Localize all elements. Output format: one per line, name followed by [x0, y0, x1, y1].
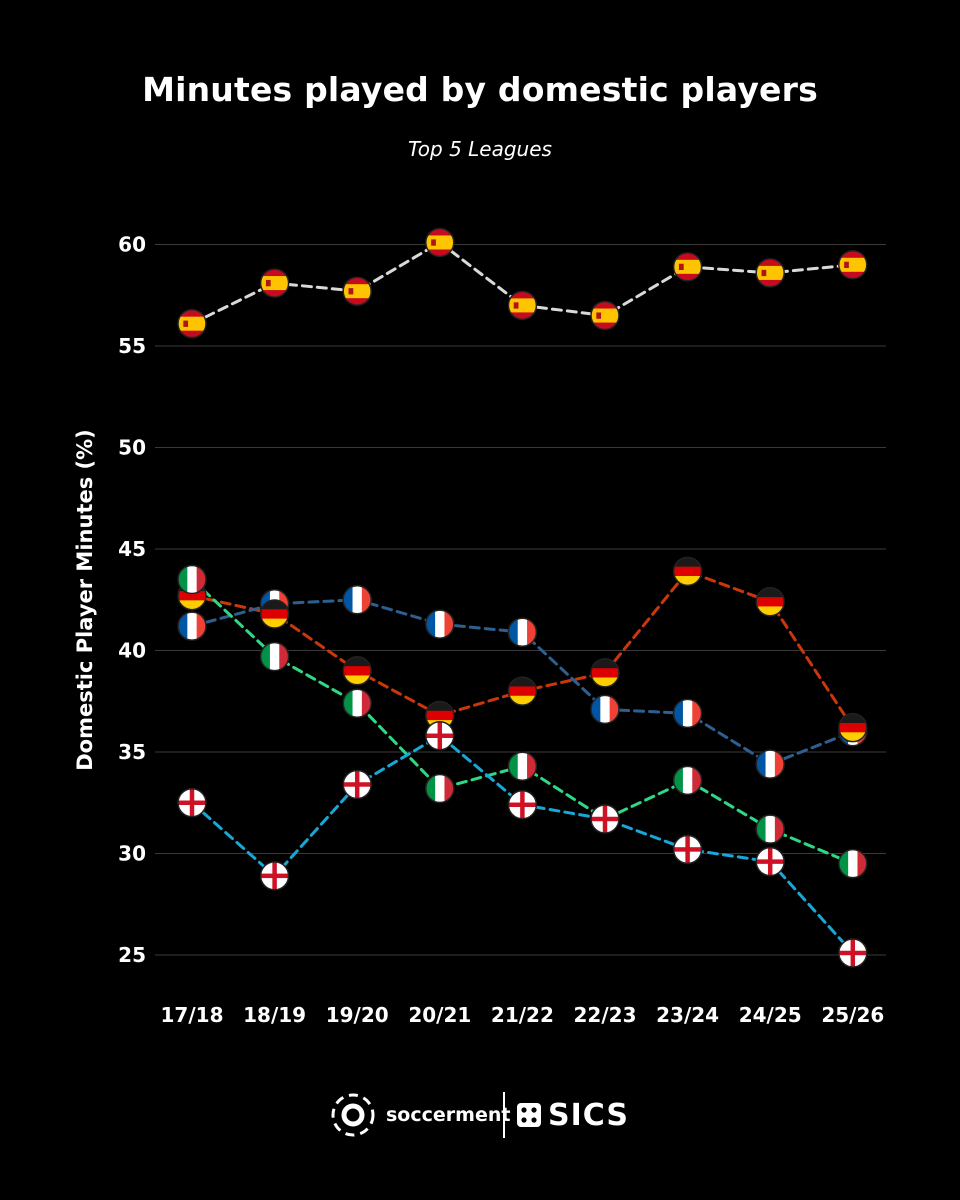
- x-tick-label: 24/25: [739, 1003, 802, 1027]
- italy-flag-icon: [507, 751, 538, 781]
- france-flag-icon: [672, 698, 703, 729]
- france-flag-icon: [755, 749, 785, 779]
- england-flag-icon: [425, 721, 455, 751]
- italy-flag-icon: [672, 765, 703, 796]
- y-axis-ticks: 25 30 35 40 45 50 55 60: [118, 233, 146, 968]
- france-flag-icon: [177, 611, 207, 641]
- italy-flag-icon: [259, 641, 290, 672]
- germany-flag-icon: [507, 676, 538, 706]
- france-flag-icon: [342, 585, 372, 615]
- england-flag-icon: [590, 804, 620, 834]
- y-tick-label: 45: [118, 537, 146, 561]
- x-tick-label: 19/20: [326, 1003, 389, 1027]
- x-tick-label: 18/19: [243, 1003, 306, 1027]
- y-tick-label: 35: [118, 740, 146, 764]
- france-flag-icon: [507, 617, 538, 647]
- england-flag-icon: [838, 938, 868, 968]
- spain-flag-icon: [507, 290, 538, 321]
- germany-flag-icon: [838, 712, 868, 743]
- italy-flag-icon: [342, 688, 372, 719]
- x-tick-label: 23/24: [656, 1003, 719, 1027]
- spain-flag-icon: [425, 227, 455, 258]
- series-markers: [177, 227, 868, 968]
- soccerment-label: soccerment: [386, 1104, 511, 1126]
- chart-title: Minutes played by domestic players: [142, 70, 818, 109]
- y-tick-label: 60: [118, 233, 146, 257]
- x-tick-label: 22/23: [574, 1003, 637, 1027]
- germany-flag-icon: [755, 587, 785, 617]
- spain-flag-icon: [259, 268, 290, 298]
- soccerment-logo-icon: [331, 1093, 375, 1137]
- x-tick-label: 17/18: [161, 1003, 224, 1027]
- sics-label: SICS: [548, 1097, 629, 1133]
- x-axis-ticks: 17/18 18/19 19/20 20/21 21/22 22/23 23/24 24/25…: [161, 1003, 885, 1027]
- spain-flag-icon: [177, 308, 207, 339]
- spain-flag-icon: [342, 276, 372, 306]
- sics-dice-icon: [517, 1103, 541, 1127]
- italy-flag-icon: [425, 773, 455, 804]
- spain-flag-icon: [590, 300, 620, 331]
- germany-flag-icon: [672, 556, 703, 587]
- england-flag-icon: [672, 834, 703, 865]
- spain-flag-icon: [672, 252, 703, 282]
- germany-flag-icon: [342, 656, 372, 686]
- y-tick-label: 40: [118, 639, 146, 663]
- x-tick-label: 20/21: [408, 1003, 471, 1027]
- england-flag-icon: [507, 790, 538, 820]
- x-tick-label: 25/26: [821, 1003, 884, 1027]
- spain-flag-icon: [755, 258, 785, 288]
- y-tick-label: 30: [118, 842, 146, 866]
- england-flag-icon: [177, 788, 207, 818]
- france-flag-icon: [425, 609, 455, 639]
- soccerment-brand: soccerment: [330, 1090, 510, 1140]
- footer: soccerment SICS: [0, 1090, 960, 1140]
- italy-flag-icon: [838, 848, 868, 879]
- chart-subtitle: Top 5 Leagues: [408, 137, 552, 161]
- line-chart: 25 30 35 40 45 50 55 60 17/18 18/19 19/20 20/21 21/…: [73, 227, 886, 1027]
- y-tick-label: 50: [118, 436, 146, 460]
- england-flag-icon: [342, 769, 372, 800]
- y-tick-label: 25: [118, 943, 146, 967]
- y-axis-label: Domestic Player Minutes (%): [73, 429, 97, 771]
- y-tick-label: 55: [118, 334, 146, 358]
- series-lines: [190, 240, 855, 955]
- england-flag-icon: [259, 861, 290, 891]
- italy-flag-icon: [755, 814, 785, 844]
- france-flag-icon: [590, 694, 620, 725]
- spain-flag-icon: [838, 250, 868, 280]
- germany-flag-icon: [590, 658, 620, 688]
- x-tick-label: 21/22: [491, 1003, 554, 1027]
- sics-brand: SICS: [516, 1090, 629, 1140]
- england-flag-icon: [755, 846, 785, 877]
- italy-flag-icon: [177, 564, 207, 595]
- germany-flag-icon: [259, 599, 290, 629]
- footer-divider: [503, 1092, 505, 1138]
